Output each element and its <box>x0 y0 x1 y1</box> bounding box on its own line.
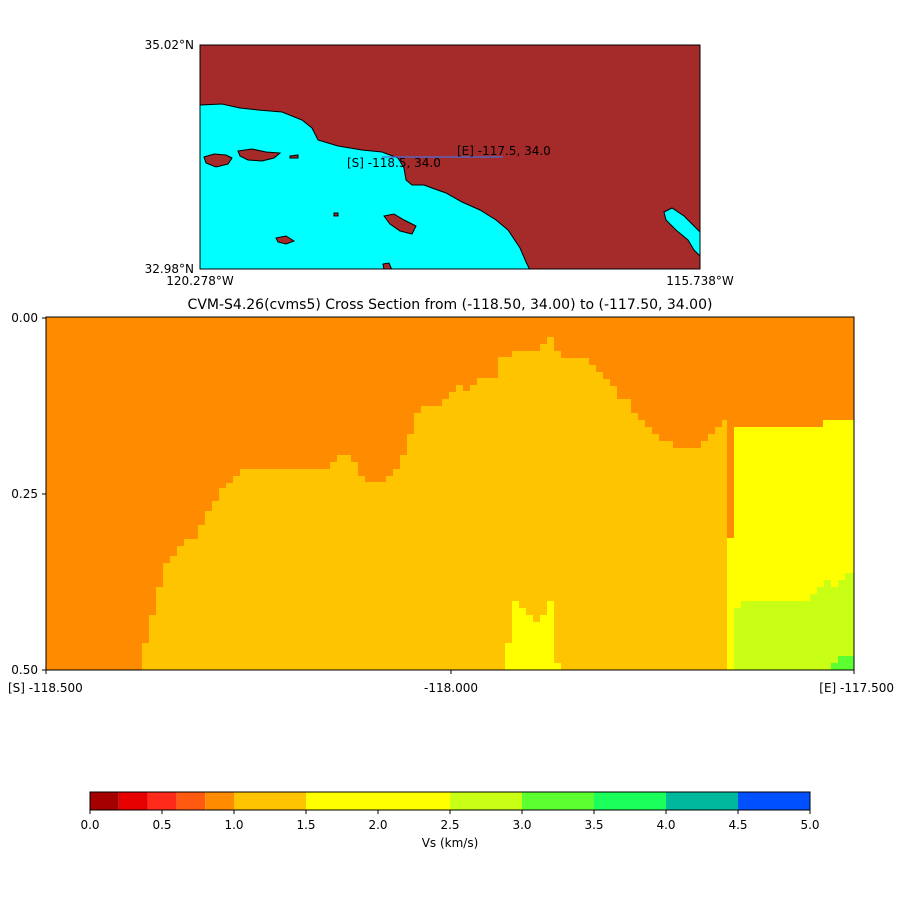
map-island <box>382 262 393 269</box>
colorbar-tick-label: 1.5 <box>296 818 315 832</box>
colorbar-tick-label: 5.0 <box>800 818 819 832</box>
colorbar-bin <box>147 792 177 810</box>
x-tick-label: [E] -117.500 <box>819 681 894 695</box>
colorbar-tick-label: 0.0 <box>80 818 99 832</box>
colorbar-tick-label: 4.5 <box>728 818 747 832</box>
colorbar-bin <box>118 792 148 810</box>
location-map: [S] -118.5, 34.0 [E] -117.5, 34.0 35.02°… <box>145 38 734 288</box>
colorbar-bin <box>522 792 594 810</box>
end-point-label: [E] -117.5, 34.0 <box>457 144 551 158</box>
x-tick-label: -118.000 <box>424 681 478 695</box>
map-island <box>333 212 339 217</box>
colorbar-tick-label: 4.0 <box>656 818 675 832</box>
map-island <box>203 153 233 168</box>
map-frame <box>199 44 701 270</box>
colorbar-tick-label: 3.5 <box>584 818 603 832</box>
colorbar-bin <box>176 792 206 810</box>
colorbar-bin <box>306 792 450 810</box>
colorbar-tick-label: 2.5 <box>440 818 459 832</box>
colorbar-bin <box>666 792 738 810</box>
y-tick-label: 0.50 <box>11 663 38 677</box>
chart-title: CVM-S4.26(cvms5) Cross Section from (-11… <box>188 297 713 313</box>
start-point-label: [S] -118.5, 34.0 <box>347 156 441 170</box>
colorbar: 0.0 0.5 1.0 1.5 2.0 2.5 3.0 3.5 4.0 4.5 5.0 Vs (km… <box>80 791 820 850</box>
map-lon-right-label: 115.738°W <box>666 274 734 288</box>
layer-basin <box>142 337 727 670</box>
layer-east-greenish <box>734 573 854 670</box>
colorbar-bin <box>738 792 810 810</box>
y-tick-label: 0.00 <box>11 311 38 325</box>
map-island <box>289 154 299 159</box>
colorbar-bin <box>450 792 522 810</box>
colorbar-label: Vs (km/s) <box>422 836 479 850</box>
colorbar-bin <box>90 792 119 810</box>
y-tick-label: 0.25 <box>11 487 38 501</box>
map-island <box>237 148 282 162</box>
map-island <box>275 235 296 245</box>
colorbar-bin <box>205 792 234 810</box>
colorbar-bin <box>594 792 666 810</box>
map-lat-bottom-label: 32.98°N <box>145 262 194 276</box>
cross-section-plot: CVM-S4.26(cvms5) Cross Section from (-11… <box>8 297 894 695</box>
colorbar-bin <box>234 792 306 810</box>
colorbar-tick-label: 3.0 <box>512 818 531 832</box>
map-ocean-east <box>663 207 700 257</box>
layer-corner <box>831 656 854 670</box>
layer-deep-pocket <box>505 601 561 670</box>
map-lon-left-label: 120.278°W <box>166 274 234 288</box>
map-island <box>383 213 417 235</box>
colorbar-tick-label: 1.0 <box>224 818 243 832</box>
map-ocean <box>200 103 531 269</box>
map-lat-top-label: 35.02°N <box>145 38 194 52</box>
x-tick-label: [S] -118.500 <box>8 681 83 695</box>
colorbar-tick-label: 0.5 <box>152 818 171 832</box>
colorbar-tick-label: 2.0 <box>368 818 387 832</box>
